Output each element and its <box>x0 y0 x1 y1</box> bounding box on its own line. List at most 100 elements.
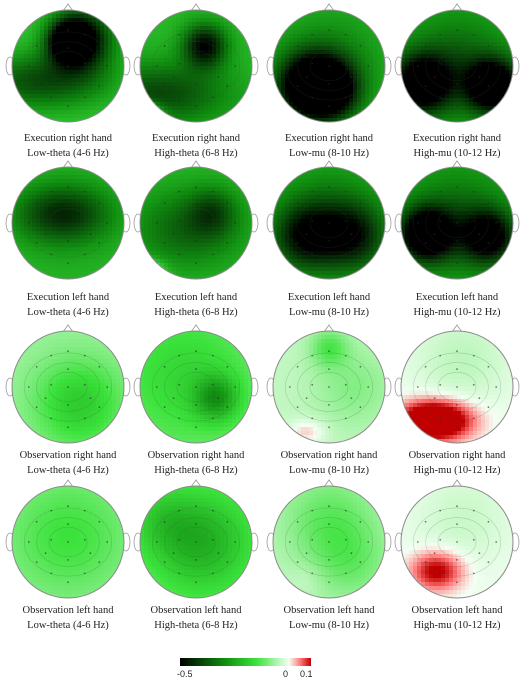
topomap-cell <box>505 106 510 111</box>
topomap-cell <box>489 30 494 35</box>
topomap-cell <box>273 110 278 115</box>
topomap-cell <box>80 203 85 208</box>
topomap-cell <box>273 183 278 188</box>
topomap-cell <box>80 66 85 71</box>
topomap-cell <box>84 66 89 71</box>
topomap-cell <box>164 22 169 27</box>
topomap-cell <box>469 38 474 43</box>
topomap-cell <box>60 74 65 79</box>
topomap-cell <box>44 82 49 87</box>
topomap-cell <box>116 187 121 192</box>
topomap-cell <box>413 118 418 122</box>
topomap-cell <box>208 195 213 200</box>
topomap-cell <box>441 62 446 67</box>
topomap-cell <box>453 90 458 95</box>
topomap-cell <box>24 195 29 200</box>
topomap-cell <box>317 70 322 75</box>
topomap-cell <box>461 78 466 83</box>
topomap-cell <box>52 183 57 188</box>
topomap-cell <box>365 86 370 91</box>
topomap-cell <box>112 38 117 43</box>
topomap-cell <box>457 38 462 43</box>
topomap-cell <box>32 239 37 244</box>
topomap-cell <box>248 70 252 75</box>
topomap-cell <box>96 78 101 83</box>
electrode-dot <box>67 240 69 242</box>
topomap-cell <box>32 227 37 232</box>
topomap-cell <box>473 102 478 107</box>
topomap-cell <box>236 14 241 19</box>
topomap-cell <box>240 167 245 172</box>
topomap-cell <box>56 199 61 204</box>
topomap-cell <box>176 86 181 91</box>
topomap-cell <box>84 14 89 19</box>
topomap-cell <box>172 183 177 188</box>
topomap-cell <box>184 187 189 192</box>
topomap-cell <box>228 54 233 59</box>
topomap-cell <box>285 86 290 91</box>
topomap-cell <box>281 14 286 19</box>
topomap-cell <box>196 66 201 71</box>
topomap-cell <box>68 54 73 59</box>
topomap-cell <box>120 86 124 91</box>
topomap-cell <box>196 14 201 19</box>
topomap-cell <box>228 46 233 51</box>
topomap-cell <box>96 179 101 184</box>
topomap-cell <box>148 94 153 99</box>
topomap-cell <box>120 267 124 272</box>
topomap-cell <box>293 118 298 122</box>
topomap-cell <box>365 50 370 55</box>
topomap-cell <box>433 86 438 91</box>
topomap-cell <box>100 251 105 256</box>
topomap-cell <box>152 263 157 268</box>
topomap-cell <box>220 38 225 43</box>
topomap-cell <box>321 78 326 83</box>
topomap-cell <box>32 199 37 204</box>
topomap-cell <box>160 183 165 188</box>
topomap-cell <box>212 211 217 216</box>
topomap-cell <box>321 94 326 99</box>
topomap-cell <box>68 50 73 55</box>
topomap-cell <box>140 183 145 188</box>
topomap-cell <box>28 66 33 71</box>
topomap-cell <box>244 58 249 63</box>
topomap-cell <box>216 102 221 107</box>
topomap-cell <box>301 102 306 107</box>
topomap-cell <box>20 211 25 216</box>
topomap-cell <box>48 223 53 228</box>
topomap-cell <box>192 86 197 91</box>
topomap-cell <box>248 14 252 19</box>
topomap-cell <box>12 14 17 19</box>
topomap-cell <box>52 171 57 176</box>
topomap-cell <box>56 215 61 220</box>
topomap-cell <box>48 26 53 31</box>
topomap-cell <box>40 239 45 244</box>
topomap-cell <box>196 110 201 115</box>
topomap-cell <box>24 90 29 95</box>
topomap-cell <box>365 66 370 71</box>
topomap-cell <box>345 114 350 119</box>
topomap-cell <box>24 114 29 119</box>
topomap-cell <box>68 183 73 188</box>
topomap-cell <box>505 30 510 35</box>
topomap-cell <box>140 54 145 59</box>
topomap-cell <box>244 86 249 91</box>
topomap-cell <box>212 231 217 236</box>
topomap-cell <box>453 62 458 67</box>
topomap-cell <box>373 90 378 95</box>
topomap-cell <box>72 203 77 208</box>
topomap-cell <box>204 90 209 95</box>
topomap-cell <box>160 22 165 27</box>
topomap-cell <box>56 195 61 200</box>
topomap-cell <box>208 90 213 95</box>
topomap-cell <box>188 227 193 232</box>
topomap-cell <box>321 74 326 79</box>
topomap-cell <box>44 106 49 111</box>
topomap-cell <box>285 195 290 200</box>
topomap-cell <box>313 78 318 83</box>
topomap-cell <box>208 14 213 19</box>
topomap-cell <box>232 167 237 172</box>
topomap-cell <box>401 54 406 59</box>
topomap-cell <box>72 70 77 75</box>
topomap-cell <box>200 195 205 200</box>
